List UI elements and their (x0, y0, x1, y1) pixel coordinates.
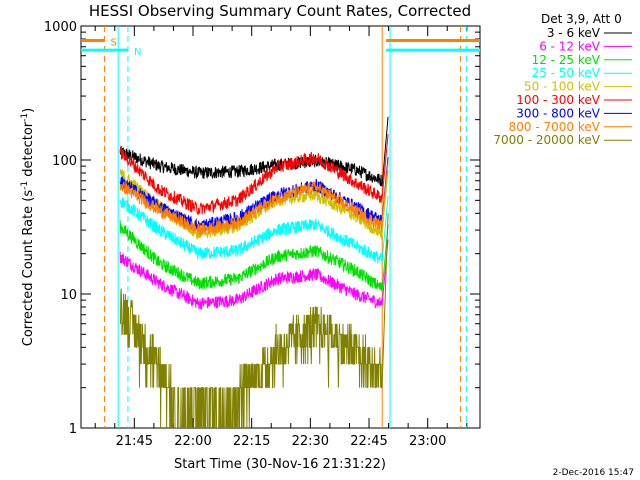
legend-label: 25 - 50 keV (532, 66, 601, 80)
legend-label: 100 - 300 keV (516, 93, 600, 107)
y-axis-label: Corrected Count Rate (s-1 detector-1) (20, 108, 36, 346)
legend-label: 300 - 800 keV (516, 106, 600, 120)
series-line (119, 134, 389, 215)
legend-title: Det 3,9, Att 0 (541, 12, 622, 26)
plot-frame (80, 25, 481, 429)
series-line (119, 220, 389, 292)
chart-title: HESSI Observing Summary Count Rates, Cor… (89, 2, 471, 20)
legend-label: 800 - 7000 keV (509, 120, 601, 134)
legend-label: 3 - 6 keV (547, 26, 601, 40)
x-tick-label: 21:45 (116, 434, 153, 449)
flag-label: S (110, 37, 116, 48)
legend-label: 6 - 12 keV (539, 39, 601, 53)
y-tick-label: 10 (60, 288, 77, 303)
x-axis-label: Start Time (30-Nov-16 21:31:22) (174, 457, 386, 472)
y-tick-label: 1 (69, 422, 77, 437)
series-line (119, 239, 389, 310)
x-tick-label: 22:15 (233, 434, 270, 449)
series-line (119, 213, 389, 428)
x-tick-label: 22:30 (292, 434, 329, 449)
series-line (119, 195, 389, 264)
footer-date: 2-Dec-2016 15:47 (553, 468, 634, 478)
x-tick-label: 22:45 (350, 434, 387, 449)
series-line (119, 162, 389, 237)
x-tick-label: 22:00 (174, 434, 211, 449)
series-line (119, 116, 389, 187)
legend-label: 7000 - 20000 keV (493, 133, 600, 147)
legend-label: 12 - 25 keV (532, 53, 601, 67)
flag-label: N (134, 47, 141, 58)
y-tick-label: 100 (52, 154, 77, 169)
x-tick-label: 23:00 (409, 434, 446, 449)
legend-label: 50 - 100 keV (524, 80, 601, 94)
y-tick-label: 1000 (44, 20, 77, 35)
